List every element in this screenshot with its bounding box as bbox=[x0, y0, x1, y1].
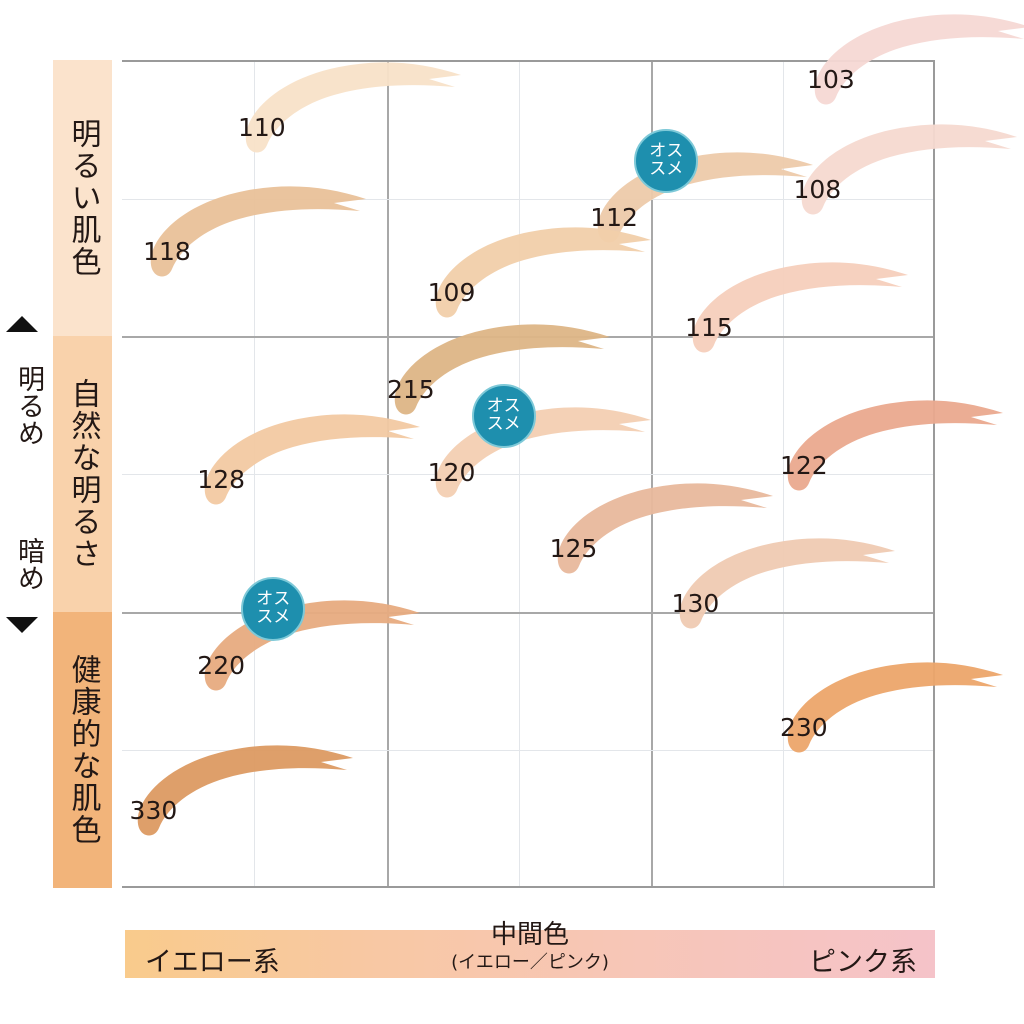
shade-swatch bbox=[787, 400, 1003, 491]
plot-area bbox=[122, 60, 935, 888]
grid-line bbox=[122, 750, 935, 751]
shade-label: 122 bbox=[779, 450, 828, 480]
axis-label-bright: 明るめ bbox=[13, 364, 44, 446]
shade-label: 115 bbox=[685, 312, 733, 342]
band-natural-brightness: 自然な明るさ bbox=[53, 336, 112, 612]
shade-label: 118 bbox=[143, 237, 191, 266]
shade-label: 230 bbox=[779, 713, 828, 743]
shade-label: 109 bbox=[427, 278, 476, 308]
badge-text: スメ bbox=[486, 413, 521, 434]
badge-text: オス bbox=[649, 140, 684, 161]
band-label: 自然な明るさ bbox=[65, 378, 101, 570]
shade-label: 125 bbox=[549, 533, 598, 563]
shade-swatch bbox=[557, 483, 773, 574]
shade-swatch bbox=[137, 745, 353, 836]
shade-label: 110 bbox=[237, 112, 286, 142]
shade-swatch bbox=[435, 227, 651, 318]
tone-legend-bar: イエロー系 中間色 (イエロー／ピンク) ピンク系 bbox=[125, 922, 935, 978]
shade-swatch bbox=[205, 414, 421, 505]
band-label: 健康的な肌色 bbox=[65, 654, 101, 846]
shade-label: 220 bbox=[197, 651, 246, 680]
shade-label: 112 bbox=[590, 202, 638, 232]
shade-label: 130 bbox=[671, 588, 720, 618]
recommended-badge: オス スメ bbox=[241, 577, 306, 641]
tone-middle-label: 中間色 bbox=[490, 920, 569, 950]
recommended-badge: オス スメ bbox=[634, 128, 699, 193]
shade-label: 103 bbox=[807, 64, 855, 94]
shade-swatch bbox=[150, 186, 367, 277]
shade-swatch bbox=[814, 13, 1024, 104]
badge-text: オス bbox=[256, 589, 291, 610]
tone-yellow-label: イエロー系 bbox=[145, 947, 280, 978]
shade-swatch bbox=[245, 62, 461, 153]
shade-label: 330 bbox=[129, 795, 178, 825]
shade-label: 215 bbox=[387, 375, 435, 404]
recommended-badge: オス スメ bbox=[471, 383, 536, 448]
shade-label: 128 bbox=[197, 464, 246, 494]
band-healthy-skin: 健康的な肌色 bbox=[53, 612, 112, 888]
band-bright-skin: 明るい肌色 bbox=[53, 60, 112, 336]
badge-text: スメ bbox=[256, 607, 291, 627]
grid-line bbox=[122, 474, 935, 475]
tone-middle-sublabel: (イエロー／ピンク) bbox=[451, 952, 609, 973]
shade-swatch bbox=[692, 262, 909, 353]
shade-swatch bbox=[394, 324, 610, 415]
arrow-up-icon bbox=[6, 316, 38, 332]
shade-label: 120 bbox=[427, 457, 476, 487]
shade-swatch bbox=[787, 662, 1003, 753]
band-label: 明るい肌色 bbox=[65, 118, 101, 278]
tone-pink-label: ピンク系 bbox=[809, 947, 917, 978]
shade-swatch bbox=[801, 124, 1017, 215]
badge-text: オス bbox=[486, 395, 521, 416]
grid-line bbox=[122, 612, 935, 614]
arrow-down-icon bbox=[6, 617, 38, 633]
axis-label-dark: 暗め bbox=[13, 537, 44, 591]
badge-text: スメ bbox=[649, 158, 684, 179]
grid-line bbox=[122, 199, 935, 200]
shade-swatch bbox=[205, 600, 421, 691]
shade-swatch bbox=[679, 538, 895, 629]
shade-label: 108 bbox=[793, 174, 842, 204]
